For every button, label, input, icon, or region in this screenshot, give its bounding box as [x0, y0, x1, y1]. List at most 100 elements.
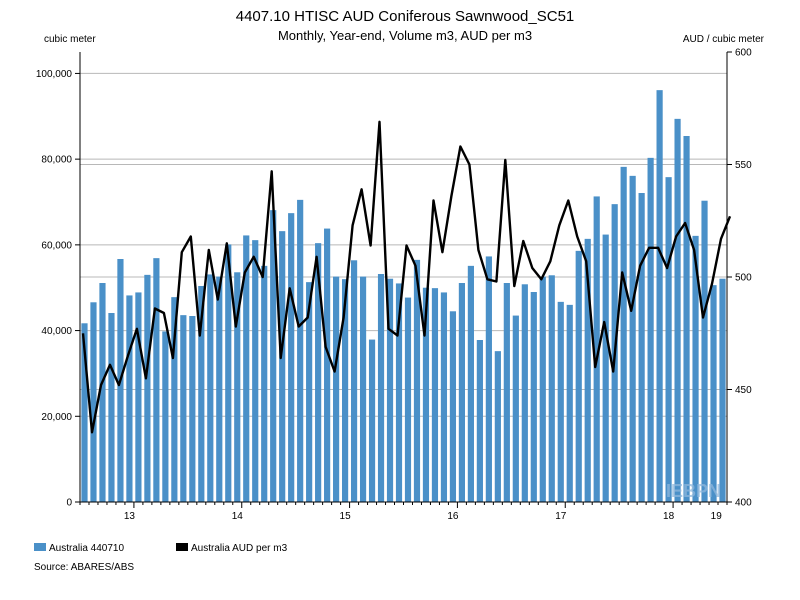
- bar: [683, 136, 690, 502]
- bar: [476, 340, 483, 502]
- bar: [665, 177, 672, 502]
- x-tick-label: 17: [555, 511, 567, 522]
- bar: [512, 315, 519, 502]
- bar: [503, 283, 510, 502]
- bar: [297, 199, 304, 502]
- bar: [494, 351, 501, 502]
- x-tick-label: 16: [447, 511, 459, 522]
- bar: [485, 256, 492, 502]
- bar: [602, 234, 609, 503]
- bar: [171, 297, 178, 502]
- x-axis-ticks: 13 14 15 16 17 18 19: [79, 502, 728, 522]
- bar: [189, 316, 196, 502]
- bar: [306, 282, 313, 502]
- bar: [90, 302, 97, 502]
- right-axis-ticks: 400 450 500 550 600: [727, 48, 752, 509]
- bar: [324, 228, 331, 503]
- legend-bar-swatch: [34, 543, 46, 551]
- left-axis-ticks: 0 20,000 40,000 60,000 80,000 100,000: [36, 69, 80, 509]
- bar: [710, 285, 717, 502]
- x-tick-label: 14: [232, 511, 244, 522]
- bar: [162, 331, 169, 502]
- x-tick-label: 15: [340, 511, 352, 522]
- bar: [333, 276, 340, 502]
- left-tick-label: 40,000: [41, 326, 72, 337]
- gridlines: [80, 72, 727, 417]
- bar: [108, 313, 115, 502]
- bar: [575, 250, 582, 502]
- bar: [341, 279, 349, 502]
- right-tick-label: 500: [735, 273, 752, 284]
- bar: [440, 292, 448, 502]
- bar: [656, 90, 663, 503]
- bar: [126, 295, 133, 502]
- bar: [701, 200, 708, 502]
- source-note: Source: ABARES/ABS: [34, 562, 134, 573]
- left-axis-unit-label: cubic meter: [44, 34, 96, 45]
- x-tick-label: 19: [711, 511, 723, 522]
- bar: [207, 274, 214, 502]
- left-tick-label: 80,000: [41, 155, 72, 166]
- bar: [629, 175, 636, 502]
- bar: [144, 274, 151, 502]
- bar: [404, 297, 412, 502]
- bar: [99, 283, 106, 502]
- bar: [270, 210, 277, 502]
- bar: [153, 258, 160, 502]
- bar: [368, 339, 376, 502]
- legend-label-volume: Australia 440710: [49, 543, 124, 554]
- bar: [584, 238, 591, 502]
- right-tick-label: 400: [735, 498, 752, 509]
- bar: [620, 166, 627, 502]
- series-line: [81, 120, 732, 434]
- x-tick-label: 13: [124, 511, 136, 522]
- bar: [252, 240, 259, 502]
- bar: [674, 118, 681, 502]
- bar: [234, 272, 241, 502]
- left-tick-label: 60,000: [41, 240, 72, 251]
- bar: [593, 196, 600, 502]
- bar: [180, 315, 187, 502]
- bar: [216, 276, 223, 502]
- bar: [692, 235, 699, 502]
- chart-subtitle: Monthly, Year-end, Volume m3, AUD per m3: [278, 28, 532, 43]
- right-tick-label: 550: [735, 160, 752, 171]
- bar: [225, 244, 232, 502]
- bar: [638, 193, 645, 502]
- bar: [243, 235, 250, 502]
- left-tick-label: 20,000: [41, 412, 72, 423]
- bar: [539, 276, 546, 502]
- bar: [377, 274, 385, 502]
- chart-title: 4407.10 HTISC AUD Coniferous Sawnwood_SC…: [236, 8, 575, 25]
- bar: [198, 286, 205, 502]
- legend: Australia 440710 Australia AUD per m3: [34, 543, 288, 554]
- bar: [413, 259, 421, 502]
- bar: [458, 283, 466, 502]
- bar: [261, 265, 268, 502]
- bar: [557, 301, 564, 502]
- legend-line-swatch: [176, 543, 188, 551]
- bar: [288, 213, 295, 502]
- bar: [395, 283, 403, 502]
- bar: [566, 304, 573, 502]
- volume-bars: [81, 90, 726, 503]
- left-tick-label: 100,000: [36, 69, 73, 80]
- right-tick-label: 450: [735, 385, 752, 396]
- legend-item-volume: Australia 440710: [34, 543, 124, 554]
- bar: [431, 288, 439, 502]
- bar: [386, 278, 394, 502]
- bar: [359, 276, 367, 502]
- bar: [350, 260, 358, 502]
- x-tick-label: 18: [663, 511, 675, 522]
- left-tick-label: 0: [66, 498, 72, 509]
- right-axis-unit-label: AUD / cubic meter: [683, 34, 765, 45]
- legend-label-price: Australia AUD per m3: [191, 543, 288, 554]
- bar: [467, 265, 474, 502]
- bar: [647, 157, 654, 502]
- watermark-logo: IEBPN: [666, 481, 721, 501]
- bar: [521, 284, 528, 502]
- bar: [548, 275, 555, 502]
- bar: [719, 278, 726, 502]
- bar: [279, 231, 286, 502]
